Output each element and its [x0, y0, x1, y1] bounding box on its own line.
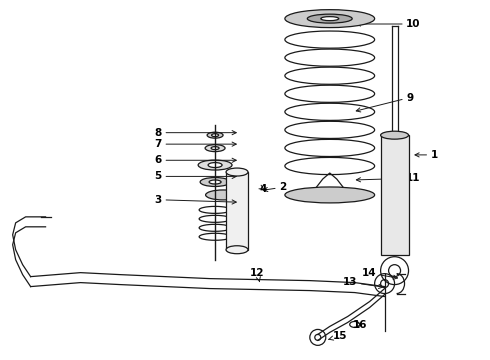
Ellipse shape	[307, 14, 352, 23]
Ellipse shape	[209, 180, 221, 184]
Ellipse shape	[226, 168, 248, 176]
Ellipse shape	[212, 134, 219, 137]
Ellipse shape	[208, 163, 222, 167]
Text: 8: 8	[155, 128, 236, 138]
Bar	[381, 135, 409, 255]
Ellipse shape	[207, 132, 223, 138]
Text: 16: 16	[352, 320, 367, 330]
Ellipse shape	[206, 190, 241, 200]
Text: 11: 11	[356, 173, 421, 183]
Ellipse shape	[381, 131, 409, 139]
Text: 1: 1	[415, 150, 438, 160]
Ellipse shape	[205, 145, 225, 152]
Text: 9: 9	[356, 93, 414, 112]
Ellipse shape	[211, 147, 219, 150]
Text: 5: 5	[155, 171, 236, 181]
Ellipse shape	[285, 187, 375, 203]
Text: 2: 2	[264, 182, 287, 192]
Text: 7: 7	[154, 139, 236, 149]
Text: 10: 10	[356, 19, 421, 29]
Ellipse shape	[198, 160, 232, 170]
Ellipse shape	[226, 246, 248, 254]
Bar	[226, 172, 248, 250]
Text: 14: 14	[362, 268, 397, 279]
Ellipse shape	[200, 177, 230, 186]
Text: 6: 6	[155, 155, 236, 165]
Ellipse shape	[285, 10, 375, 28]
Text: 4: 4	[259, 184, 267, 194]
Text: 13: 13	[343, 277, 383, 288]
Text: 15: 15	[329, 331, 347, 341]
Ellipse shape	[321, 17, 339, 21]
Text: 12: 12	[250, 267, 265, 282]
Text: 3: 3	[155, 195, 236, 205]
